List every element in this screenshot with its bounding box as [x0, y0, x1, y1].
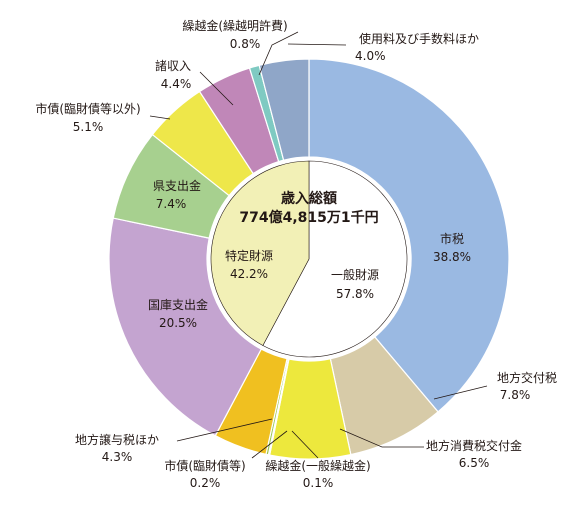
leader-line-10: [258, 31, 299, 76]
outer-ring: [108, 58, 510, 460]
inner-group-1: [210, 160, 310, 346]
leader-line-9: [199, 71, 234, 106]
slice-0: [308, 58, 510, 413]
slice-name-11: 使用料及び手数料ほか: [359, 31, 479, 46]
slice-labels: 市税 38.8% 地方交付税 7.8% 地方消費税交付金 6.5% 繰越金(一般繰越金) 0.…: [35, 18, 557, 490]
leader-lines: [149, 31, 488, 459]
slice-pct-3: 0.1%: [303, 476, 334, 490]
inner-group-labels: 一般財源 57.8% 特定財源 42.2%: [225, 248, 379, 301]
leader-line-2: [339, 428, 424, 448]
leader-line-11: [287, 43, 347, 46]
leader-line-8: [149, 115, 171, 120]
slice-pct-8: 5.1%: [73, 120, 104, 134]
slice-pct-10: 0.8%: [230, 37, 261, 51]
inner-group-0: [262, 160, 408, 358]
slice-name-5: 地方譲与税ほか: [75, 432, 159, 447]
slice-pct-5: 4.3%: [102, 450, 133, 464]
leader-line-5: [176, 418, 273, 442]
slice-name-4: 市債(臨財債等): [164, 458, 245, 473]
slice-pct-7: 7.4%: [156, 197, 187, 211]
leader-line-1: [433, 385, 488, 400]
inner-group-pct-1: 42.2%: [230, 267, 268, 281]
inner-pie: [210, 160, 408, 358]
center-title: 歳入総額: [281, 190, 337, 207]
slice-name-7: 県支出金: [153, 178, 201, 193]
slice-pct-1: 7.8%: [500, 388, 531, 402]
slice-pct-11: 4.0%: [355, 49, 386, 63]
slice-name-1: 地方交付税: [497, 370, 557, 385]
slice-pct-6: 20.5%: [159, 316, 197, 330]
slice-name-8: 市債(臨財債等以外): [35, 101, 140, 116]
slice-pct-4: 0.2%: [190, 476, 221, 490]
slice-name-6: 国庫支出金: [148, 297, 208, 312]
slice-11: [258, 58, 310, 161]
inner-group-name-1: 特定財源: [225, 248, 273, 263]
slice-pct-2: 6.5%: [459, 456, 490, 470]
inner-group-pct-0: 57.8%: [336, 287, 374, 301]
slice-name-9: 諸収入: [155, 58, 191, 73]
leader-line-3: [291, 430, 319, 459]
inner-group-name-0: 一般財源: [331, 267, 379, 282]
slice-name-3: 繰越金(一般繰越金): [265, 458, 370, 473]
slice-name-0: 市税: [440, 231, 464, 246]
slice-name-10: 繰越金(繰越明許費): [182, 18, 287, 33]
center-total: 774億4,815万1千円: [239, 209, 378, 226]
leader-line-4: [251, 430, 288, 459]
slice-6: [108, 217, 263, 437]
slice-pct-0: 38.8%: [433, 250, 471, 264]
slice-pct-9: 4.4%: [161, 77, 192, 91]
slice-name-2: 地方消費税交付金: [426, 438, 522, 453]
